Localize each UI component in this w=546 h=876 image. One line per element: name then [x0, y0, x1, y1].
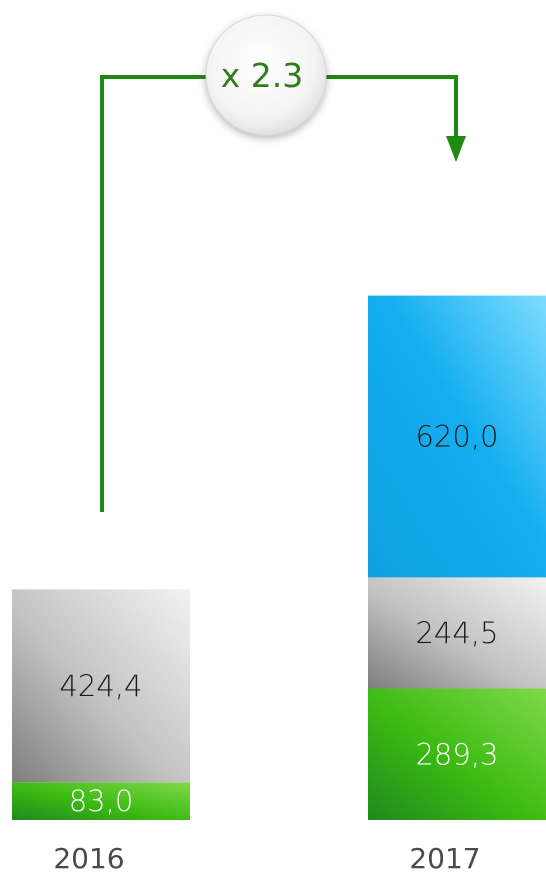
multiplier-badge: x 2.3 [205, 14, 327, 136]
bar-2017-gray-segment [368, 577, 546, 689]
year-labels-layer: 2016 2017 [53, 842, 480, 875]
bar-2016-green-segment [12, 782, 190, 820]
value-label-2017-gray-segment: 244,5 [415, 616, 498, 650]
bar-2016-gray-segment [12, 589, 190, 783]
bar-2017-green-segment [368, 688, 546, 820]
bars-layer [12, 295, 546, 820]
value-label-2016-gray-segment: 424,4 [59, 669, 142, 703]
bar-2017-blue-segment [368, 295, 546, 578]
value-label-2016-green-segment: 83,0 [69, 784, 134, 818]
value-label-2017-green-segment: 289,3 [415, 737, 498, 771]
category-label-2017: 2017 [409, 842, 480, 875]
arrow-down-icon [446, 136, 466, 162]
value-labels-layer: 83,0 424,4 289,3 244,5 620,0 [59, 419, 498, 818]
value-label-2017-blue-segment: 620,0 [415, 419, 498, 453]
category-label-2016: 2016 [53, 842, 124, 875]
multiplier-label: x 2.3 [221, 56, 304, 95]
